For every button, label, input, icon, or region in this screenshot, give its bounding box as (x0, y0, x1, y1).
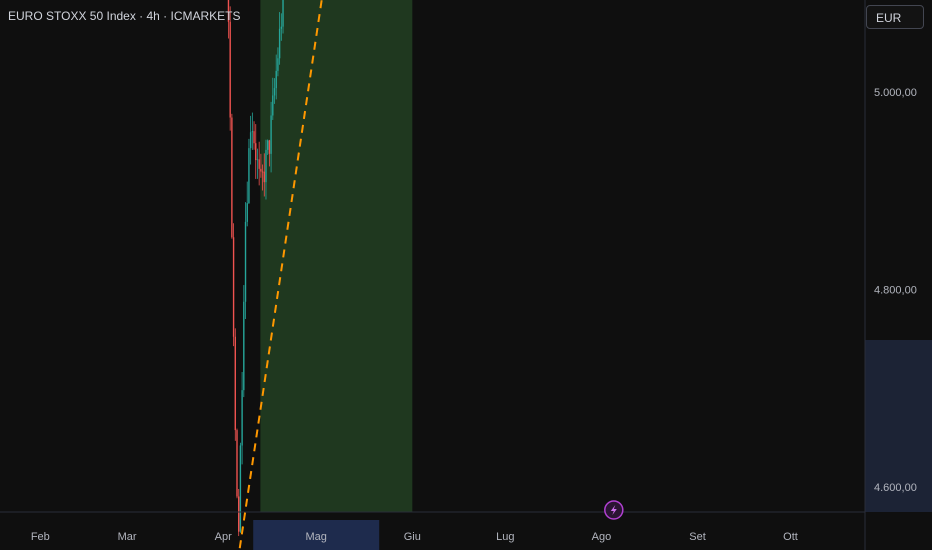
candle-body (258, 159, 260, 169)
candle-body (231, 117, 233, 238)
candle-body (280, 26, 283, 29)
candle-body (260, 168, 262, 172)
target-zone-box (260, 0, 413, 512)
candle-body (238, 496, 240, 532)
candle-body (251, 131, 254, 133)
lightning-icon (610, 505, 617, 515)
candle-body (229, 21, 231, 118)
candle-body (273, 88, 276, 96)
candle-body (232, 237, 235, 337)
candle-body (248, 148, 250, 204)
x-tick-label: Mag (305, 531, 326, 543)
candle-body (266, 140, 269, 150)
trendline (238, 0, 323, 550)
candle-body (244, 221, 247, 302)
candle-body (255, 143, 257, 161)
candle-body (249, 132, 252, 149)
candle-body (282, 0, 284, 27)
candle-body (268, 140, 271, 154)
candle-body (261, 171, 264, 173)
price-axis-band (865, 340, 932, 512)
x-tick-label: Set (689, 531, 706, 543)
x-tick-label: Ott (783, 531, 798, 543)
candles-layer (227, 0, 284, 537)
candle-body (253, 131, 255, 144)
candle-body (241, 390, 243, 446)
candle-body (275, 70, 277, 89)
candle-body (236, 430, 238, 497)
drawings-layer (238, 0, 323, 550)
time-range-highlight (253, 520, 380, 550)
x-tick-label: Feb (31, 531, 50, 543)
chart-title: EURO STOXX 50 Index · 4h · ICMARKETS (8, 9, 241, 23)
candle-body (270, 115, 272, 154)
x-tick-label: Apr (215, 531, 232, 543)
candle-body (239, 445, 242, 532)
candle-body (234, 336, 236, 431)
candle-body (265, 149, 267, 183)
candle-body (227, 0, 230, 22)
currency-selector-button[interactable]: EUR (866, 5, 924, 29)
candle-body (277, 58, 279, 71)
x-tick-label: Ago (592, 531, 612, 543)
candle-body (272, 95, 274, 116)
candle-body (256, 159, 259, 161)
zones-layer (260, 0, 413, 512)
x-tick-label: Lug (496, 531, 514, 543)
x-tick-label: Mar (118, 531, 137, 543)
x-tick-label: Giu (404, 531, 421, 543)
candle-body (246, 203, 248, 222)
y-tick-label: 4.800,00 (874, 285, 917, 297)
y-tick-label: 5.000,00 (874, 87, 917, 99)
candle-body (278, 28, 281, 59)
y-tick-label: 4.600,00 (874, 482, 917, 494)
candle-body (263, 171, 265, 183)
candle-body (243, 301, 245, 391)
